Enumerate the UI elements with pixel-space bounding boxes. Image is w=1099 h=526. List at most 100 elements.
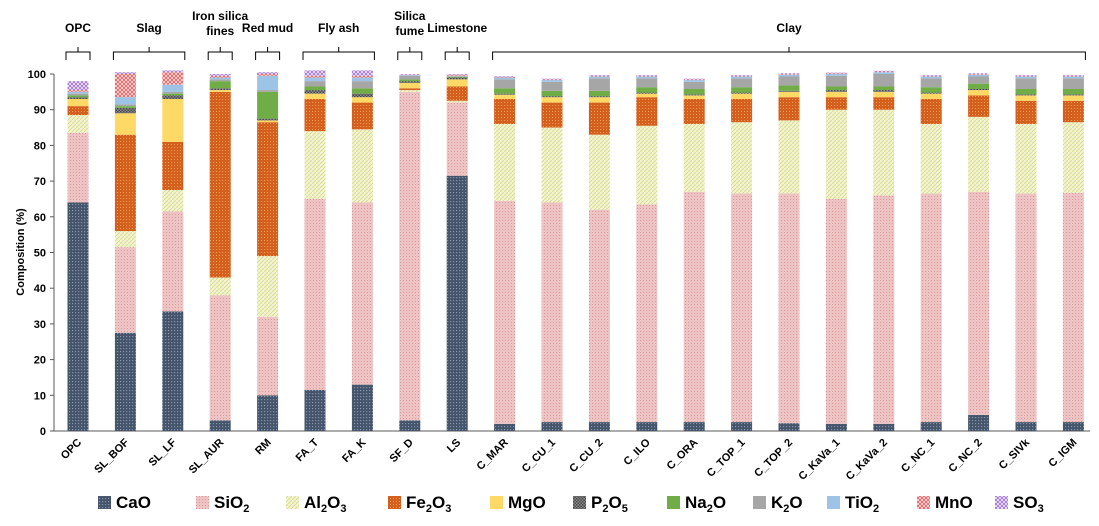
- bar-segment-mgo: [114, 113, 136, 135]
- bar-segment-k2o: [588, 78, 610, 91]
- bar-segment-fe2o3: [67, 106, 89, 116]
- bar-segment-cao: [683, 422, 705, 431]
- bar-segment-cao: [304, 389, 326, 431]
- bar-stack: [825, 72, 847, 431]
- bar-segment-sio2: [636, 204, 658, 423]
- bar-segment-al2o3: [588, 134, 610, 210]
- bar-segment-sio2: [541, 202, 563, 423]
- group-bracket: [444, 47, 470, 60]
- legend-item-na2o: Na2O: [667, 493, 726, 515]
- bar-segment-so3: [920, 75, 942, 76]
- legend-label: Al2O3: [304, 493, 346, 515]
- bar-segment-sio2: [683, 191, 705, 423]
- bar-segment-fe2o3: [683, 98, 705, 124]
- bar-stack: [1015, 75, 1037, 431]
- bar-segment-cao: [162, 311, 184, 431]
- bar-segment-na2o: [494, 88, 516, 94]
- bar-segment-k2o: [399, 75, 421, 80]
- bar-segment-fe2o3: [636, 97, 658, 126]
- y-tick-label: 60: [34, 212, 46, 224]
- bar-segment-tio2: [920, 76, 942, 79]
- bar-stack: [67, 81, 89, 431]
- legend-item-mgo: MgO: [490, 493, 546, 512]
- legend-swatch: [98, 496, 111, 509]
- bar-segment-fe2o3: [588, 102, 610, 135]
- bar-segment-tio2: [304, 77, 326, 82]
- bar-segment-mno: [683, 79, 705, 81]
- x-tick-label: SL_AUR: [187, 437, 227, 477]
- group-brackets: OPC Slag Iron silica fines Red mud Fly ash Sil…: [65, 9, 1086, 60]
- bar-segment-p2o5: [968, 88, 990, 91]
- bar-segment-na2o: [873, 86, 895, 91]
- bar-segment-mgo: [778, 91, 800, 98]
- bar-segment-na2o: [209, 81, 231, 89]
- bar-segment-al2o3: [209, 277, 231, 296]
- bar-segment-sio2: [162, 211, 184, 312]
- y-axis-title: Composition (%): [15, 208, 27, 296]
- bar-segment-mno: [162, 72, 184, 85]
- bar-segment-cao: [825, 423, 847, 431]
- bar-segment-mno: [541, 79, 563, 81]
- bar-segment-so3: [446, 74, 468, 75]
- bar-segment-na2o: [351, 88, 373, 94]
- legend-swatch: [388, 496, 401, 509]
- bar-segment-al2o3: [778, 120, 800, 194]
- bar-segment-al2o3: [920, 123, 942, 194]
- bar-segment-p2o5: [1062, 94, 1084, 96]
- bar-segment-mno: [731, 75, 753, 77]
- bar-segment-mgo: [968, 90, 990, 96]
- bar-segment-mno: [968, 74, 990, 75]
- bar-segment-al2o3: [1015, 123, 1037, 194]
- bar-segment-mgo: [731, 93, 753, 99]
- bar-segment-na2o: [588, 90, 610, 97]
- bar-stack: [304, 70, 326, 431]
- bar-segment-mgo: [446, 79, 468, 87]
- bar-segment-tio2: [351, 77, 373, 82]
- x-tick-label: LS: [445, 437, 463, 455]
- bar-segment-tio2: [399, 75, 421, 76]
- bar-segment-so3: [683, 78, 705, 80]
- x-tick-label: C_CU_2: [567, 437, 605, 475]
- bar-segment-na2o: [920, 87, 942, 93]
- bar-stack: [162, 70, 184, 431]
- bar-segment-cao: [67, 202, 89, 431]
- x-tick-label: C_NC_2: [946, 437, 984, 475]
- bar-segment-so3: [873, 70, 895, 72]
- bar-segment-p2o5: [209, 88, 231, 91]
- bar-stack: [920, 75, 942, 431]
- x-tick-label: C_TOP_1: [705, 437, 748, 480]
- bar-segment-k2o: [873, 74, 895, 87]
- bar-segment-tio2: [257, 75, 279, 91]
- bar-segment-mno: [446, 74, 468, 76]
- group-label: Clay: [776, 21, 802, 35]
- y-tick-label: 10: [34, 390, 46, 402]
- bar-segment-sio2: [1015, 193, 1037, 423]
- bar-segment-sio2: [114, 247, 136, 333]
- legend-item-k2o: K2O: [753, 493, 803, 515]
- group-bracket: [112, 47, 186, 60]
- bar-segment-cao: [588, 422, 610, 431]
- bar-segment-mno: [825, 73, 847, 74]
- bar-segment-so3: [304, 70, 326, 76]
- bar-segment-sio2: [778, 193, 800, 424]
- bar-segment-al2o3: [1062, 122, 1084, 193]
- bar-stack: [446, 74, 468, 431]
- bar-stack: [257, 72, 279, 431]
- bar-segment-cao: [114, 332, 136, 431]
- bar-segment-na2o: [114, 106, 136, 108]
- legend-label: SiO2: [214, 493, 249, 515]
- bar-segment-mno: [114, 74, 136, 98]
- x-axis-labels: OPC SL_BOF SL_LF SL_AUR RM FA_T FA_K SF_D LS C_MA…: [59, 436, 1080, 483]
- legend-item-p2o5: P2O5: [573, 493, 628, 515]
- bar-segment-cao: [731, 422, 753, 431]
- bar-segment-so3: [1015, 75, 1037, 76]
- bar-segment-mgo: [351, 97, 373, 103]
- bar-segment-fe2o3: [778, 97, 800, 121]
- bar-segment-al2o3: [162, 190, 184, 212]
- bar-segment-mno: [920, 75, 942, 77]
- bar-segment-fe2o3: [114, 134, 136, 232]
- bar-segment-sio2: [920, 193, 942, 423]
- bar-segment-fe2o3: [446, 86, 468, 101]
- bar-segment-na2o: [162, 93, 184, 96]
- bar-segment-mgo: [825, 91, 847, 98]
